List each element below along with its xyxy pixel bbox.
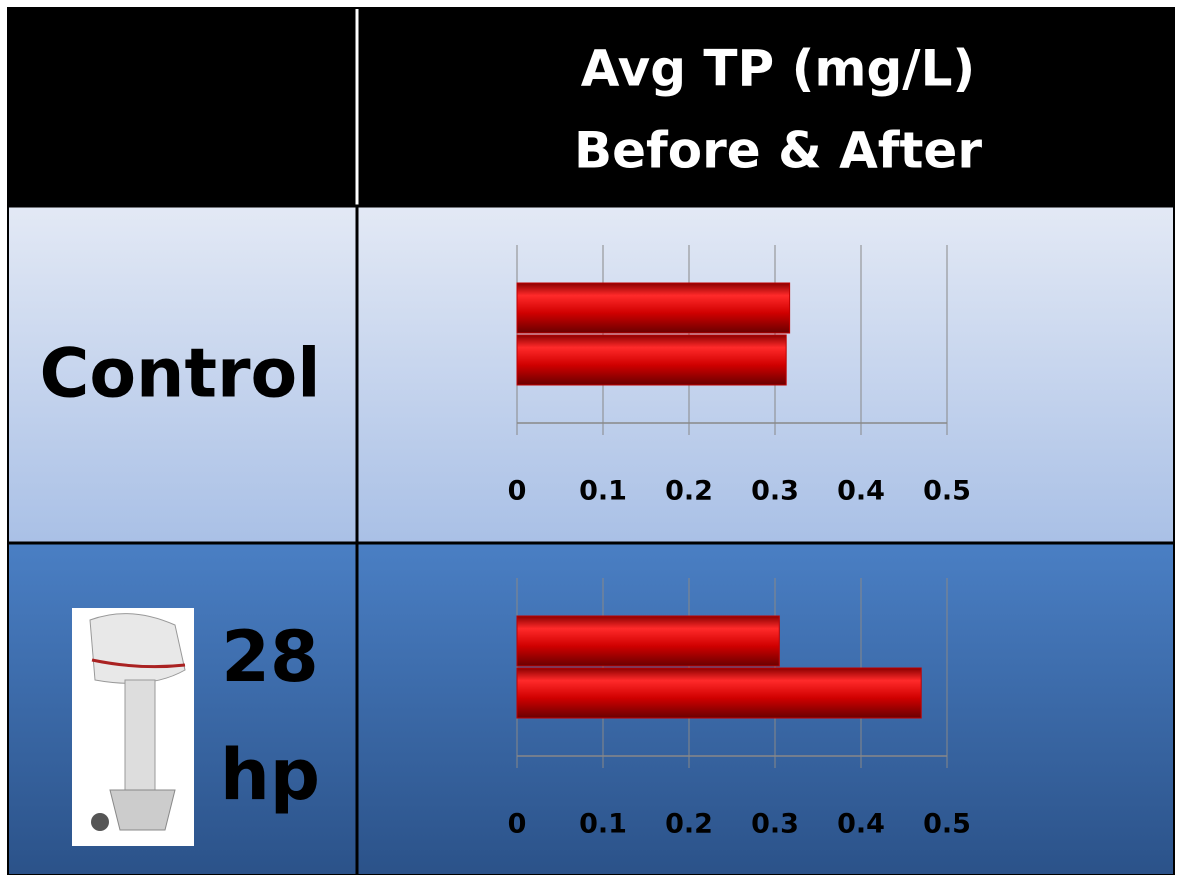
x-tick-label: 0 <box>508 809 527 840</box>
row-label: Control <box>39 335 320 414</box>
x-tick-label: 0.4 <box>837 809 885 840</box>
slide: Avg TP (mg/L) Before & After Control 0 0.… <box>0 0 1178 875</box>
x-tick-label: 0.5 <box>923 476 971 507</box>
x-tick-label: 0 <box>508 476 527 507</box>
header-line: Avg TP (mg/L) <box>581 40 976 98</box>
header-line: Before & After <box>574 122 982 180</box>
x-tick-label: 0.4 <box>837 476 885 507</box>
x-tick-label: 0.3 <box>751 809 799 840</box>
table-chart: Avg TP (mg/L) Before & After Control 0 0.… <box>0 0 1178 875</box>
bar <box>517 616 779 666</box>
motor-image <box>72 608 194 846</box>
x-tick-label: 0.2 <box>665 476 713 507</box>
bar <box>517 335 786 385</box>
bar <box>517 283 790 333</box>
x-tick-label: 0.5 <box>923 809 971 840</box>
row-label: 28 hp <box>200 598 340 834</box>
x-tick-label: 0.2 <box>665 809 713 840</box>
x-tick-label: 0.1 <box>579 476 627 507</box>
bar <box>517 668 921 718</box>
x-tick-label: 0.1 <box>579 809 627 840</box>
x-tick-label: 0.3 <box>751 476 799 507</box>
